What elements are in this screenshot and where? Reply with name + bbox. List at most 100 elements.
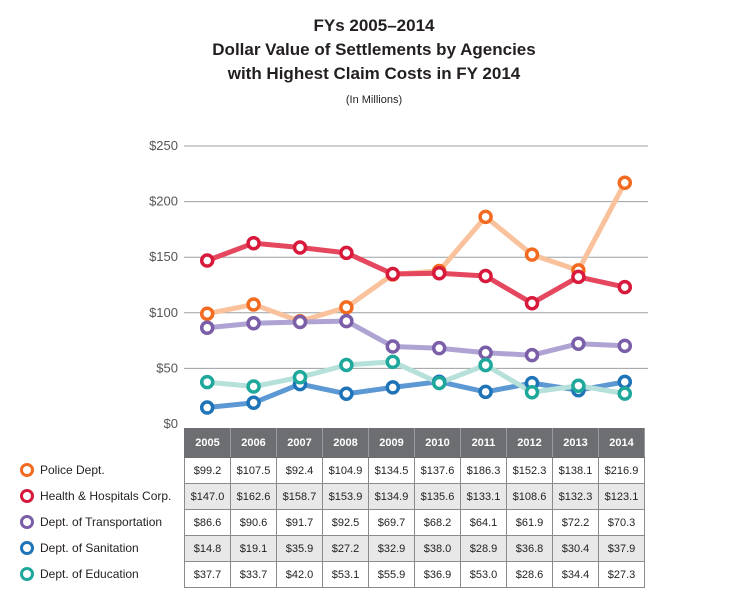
series-4-point-2007 [292,370,308,385]
series-1-point-2007 [292,240,308,255]
table-cell: $91.7 [276,509,323,536]
table-cell: $35.9 [276,535,323,562]
table-cell: $138.1 [552,457,599,484]
y-tick-label-100: $100 [149,305,178,320]
table-cell: $92.5 [322,509,369,536]
table-cell: $27.3 [598,561,645,588]
series-1-point-2009 [385,266,401,282]
series-0-point-2008 [339,300,354,315]
y-tick-label-250: $250 [149,138,178,153]
legend-label: Police Dept. [40,463,105,477]
series-1-point-2010 [431,265,447,281]
table-header-year: 2008 [322,428,369,458]
table-cell: $37.9 [598,535,645,562]
table-cell: $53.1 [322,561,369,588]
table-cell: $64.1 [460,509,507,536]
series-4-point-2012 [524,384,540,400]
table-cell: $19.1 [230,535,277,562]
legend-item-1: Health & Hospitals Corp. [20,483,171,509]
table-cell: $153.9 [322,483,369,510]
table-cell: $36.9 [414,561,461,588]
table-cell: $186.3 [460,457,507,484]
series-4-point-2011 [478,357,493,373]
legend-marker-icon [20,515,34,529]
table-cell: $86.6 [184,509,231,536]
series-2-point-2008 [339,313,354,329]
legend-item-0: Police Dept. [20,457,105,483]
table-cell: $28.6 [506,561,553,588]
table-cell: $37.7 [184,561,231,588]
table-cell: $137.6 [414,457,461,484]
legend-marker-icon [20,541,34,555]
legend-marker-icon [20,463,34,477]
series-0-point-2005 [199,306,215,321]
table-header-row: 2005 2006 2007 2008 2009 2010 2011 2012 2013 2014 [184,428,645,458]
table-cell: $147.0 [184,483,231,510]
table-cell: $107.5 [230,457,277,484]
table-body: $99.2 $107.5 $92.4 $104.9 $134.5 $137.6 $186.3… [184,457,645,588]
table-header-year: 2010 [414,428,461,458]
table-cell: $123.1 [598,483,645,510]
table-cell: $134.5 [368,457,415,484]
series-0-point-2012 [524,247,540,262]
table-cell: $69.7 [368,509,415,536]
legend-label: Dept. of Transportation [40,515,163,529]
y-tick-label-50: $50 [156,360,178,375]
series-2-point-2010 [431,340,447,356]
series-2-point-2009 [385,339,401,354]
series-0-point-2006 [246,297,261,312]
table-cell: $104.9 [322,457,369,484]
table-cell: $42.0 [276,561,323,588]
table-header-year: 2012 [506,428,553,458]
legend-label: Dept. of Sanitation [40,541,139,555]
series-4-point-2006 [246,379,261,394]
series-0-point-2014 [617,175,633,191]
table-cell: $36.8 [506,535,553,562]
legend-label: Health & Hospitals Corp. [40,489,172,503]
table-row: $14.8 $19.1 $35.9 $27.2 $32.9 $38.0 $28.9 $36.8… [184,535,645,562]
table-cell: $99.2 [184,457,231,484]
table-header-year: 2011 [460,428,507,458]
chart-title-block: FYs 2005–2014 Dollar Value of Settlement… [0,14,748,108]
table-header-year: 2009 [368,428,415,458]
table-cell: $133.1 [460,483,507,510]
series-2-point-2007 [292,314,308,330]
legend-marker-icon [20,489,34,503]
series-2-point-2006 [246,316,261,331]
table-cell: $53.0 [460,561,507,588]
table-cell: $28.9 [460,535,507,562]
table-cell: $72.2 [552,509,599,536]
legend-item-4: Dept. of Education [20,561,139,587]
legend-label: Dept. of Education [40,567,139,581]
table-cell: $14.8 [184,535,231,562]
series-3-point-2006 [246,395,261,411]
series-1-point-2012 [524,295,540,311]
table-cell: $134.9 [368,483,415,510]
table-cell: $90.6 [230,509,277,536]
series-line-1 [204,240,628,306]
series-4-point-2008 [339,357,354,373]
series-1-point-2006 [246,235,261,251]
table-cell: $70.3 [598,509,645,536]
table-header-year: 2005 [184,428,231,458]
chart-title-line-3: with Highest Claim Costs in FY 2014 [227,64,521,83]
table-cell: $135.6 [414,483,461,510]
y-tick-label-200: $200 [149,194,178,209]
table-cell: $216.9 [598,457,645,484]
table-cell: $55.9 [368,561,415,588]
table-cell: $68.2 [414,509,461,536]
series-2-point-2011 [478,345,493,360]
legend-item-2: Dept. of Transportation [20,509,162,535]
table-cell: $158.7 [276,483,323,510]
series-3-point-2005 [199,400,215,415]
series-line-4 [204,359,628,397]
series-2-point-2012 [524,347,540,363]
series-line-2 [204,318,628,358]
data-table: 2005 2006 2007 2008 2009 2010 2011 2012 2013 2014… [184,428,645,588]
y-tick-label-0: $0 [164,416,178,430]
table-cell: $32.9 [368,535,415,562]
table-cell: $33.7 [230,561,277,588]
series-1-point-2008 [339,245,354,261]
series-3-point-2014 [617,374,633,390]
series-1-point-2011 [478,268,493,284]
